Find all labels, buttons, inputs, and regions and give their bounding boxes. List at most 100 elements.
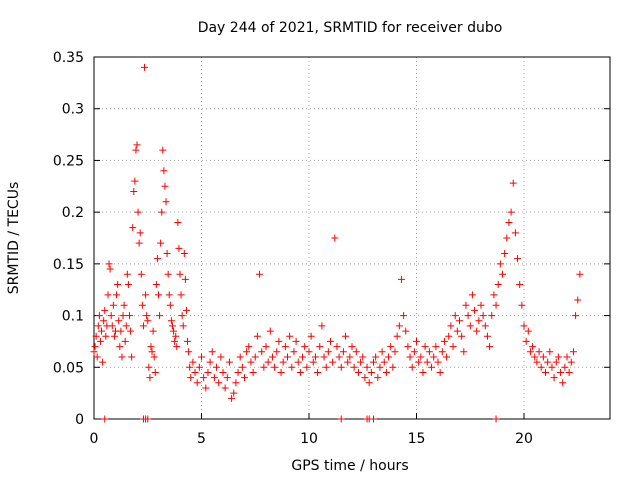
y-tick-label: 0.2 — [62, 205, 84, 221]
data-point — [204, 368, 212, 376]
data-point — [117, 327, 125, 335]
x-tick-label: 5 — [197, 431, 206, 447]
data-point — [522, 337, 530, 345]
data-point — [139, 322, 147, 330]
data-point — [331, 234, 339, 242]
data-point — [290, 348, 298, 356]
data-point — [142, 291, 150, 299]
data-point — [389, 363, 397, 371]
data-point — [144, 415, 152, 423]
data-point — [357, 358, 365, 366]
data-point — [128, 353, 136, 361]
data-point — [191, 368, 199, 376]
data-point — [145, 363, 153, 371]
data-point — [535, 348, 543, 356]
data-point — [413, 337, 420, 345]
data-point — [507, 208, 515, 216]
data-point — [440, 337, 448, 345]
data-point — [557, 368, 565, 376]
data-point — [305, 348, 313, 356]
data-point — [565, 368, 573, 376]
data-point — [114, 281, 122, 289]
data-point — [468, 291, 476, 299]
data-point — [219, 368, 227, 376]
data-point — [344, 358, 352, 366]
data-point — [473, 327, 481, 335]
data-point — [531, 353, 539, 361]
data-point — [122, 322, 130, 330]
data-point — [184, 337, 192, 345]
data-point — [94, 322, 102, 330]
data-point — [109, 301, 117, 309]
data-point — [262, 343, 270, 351]
data-point — [503, 234, 511, 242]
data-point — [561, 363, 569, 371]
data-point — [335, 353, 343, 361]
data-point — [200, 374, 208, 382]
data-point — [221, 384, 229, 392]
data-point — [151, 368, 159, 376]
data-point — [404, 343, 412, 351]
data-point — [206, 358, 214, 366]
data-point — [518, 301, 526, 309]
data-point — [511, 229, 519, 237]
data-point — [471, 306, 479, 314]
data-point — [101, 415, 109, 423]
x-axis-ticks: 0 5 10 15 20 — [90, 413, 533, 447]
data-point — [266, 327, 274, 335]
data-point — [569, 348, 577, 356]
data-point — [102, 332, 110, 340]
data-point — [559, 379, 567, 387]
data-point — [182, 306, 190, 314]
data-point — [509, 179, 517, 187]
data-point — [99, 358, 107, 366]
y-tick-label: 0.1 — [62, 309, 84, 325]
data-point — [241, 374, 248, 382]
data-point — [101, 306, 109, 314]
data-point — [177, 291, 185, 299]
data-point — [208, 348, 216, 356]
data-point — [372, 353, 380, 361]
data-point — [162, 198, 170, 206]
data-point — [288, 363, 296, 371]
data-point — [152, 281, 160, 289]
data-point — [100, 317, 108, 325]
data-point — [481, 322, 489, 330]
data-point — [123, 270, 131, 278]
data-point — [225, 358, 233, 366]
data-point — [181, 275, 189, 283]
data-point — [279, 358, 287, 366]
data-point — [329, 358, 337, 366]
data-point — [309, 358, 317, 366]
data-point — [460, 348, 468, 356]
data-point — [320, 353, 328, 361]
y-axis-ticks: 0 0.05 0.1 0.15 0.2 0.25 0.3 0.35 — [53, 50, 610, 428]
data-point — [370, 358, 377, 366]
data-point — [104, 291, 112, 299]
plot-frame — [93, 56, 611, 420]
data-point — [301, 343, 309, 351]
data-point — [395, 322, 403, 330]
data-point — [198, 353, 205, 361]
data-point — [210, 374, 218, 382]
data-point — [127, 327, 135, 335]
data-point — [514, 255, 522, 263]
data-point — [296, 368, 304, 376]
data-point — [251, 353, 259, 361]
data-point — [170, 327, 178, 335]
data-point — [477, 301, 485, 309]
y-tick-label: 0.35 — [53, 50, 84, 66]
data-point — [161, 182, 169, 190]
data-point — [271, 363, 279, 371]
data-point — [106, 265, 114, 273]
data-point — [456, 317, 463, 325]
x-tick-label: 15 — [408, 431, 426, 447]
data-point — [445, 332, 453, 340]
y-tick-label: 0 — [75, 412, 84, 428]
data-point — [462, 301, 470, 309]
y-tick-label: 0.25 — [53, 153, 84, 169]
data-point — [542, 368, 549, 376]
data-point — [268, 353, 276, 361]
data-point — [303, 363, 311, 371]
data-point — [552, 358, 560, 366]
